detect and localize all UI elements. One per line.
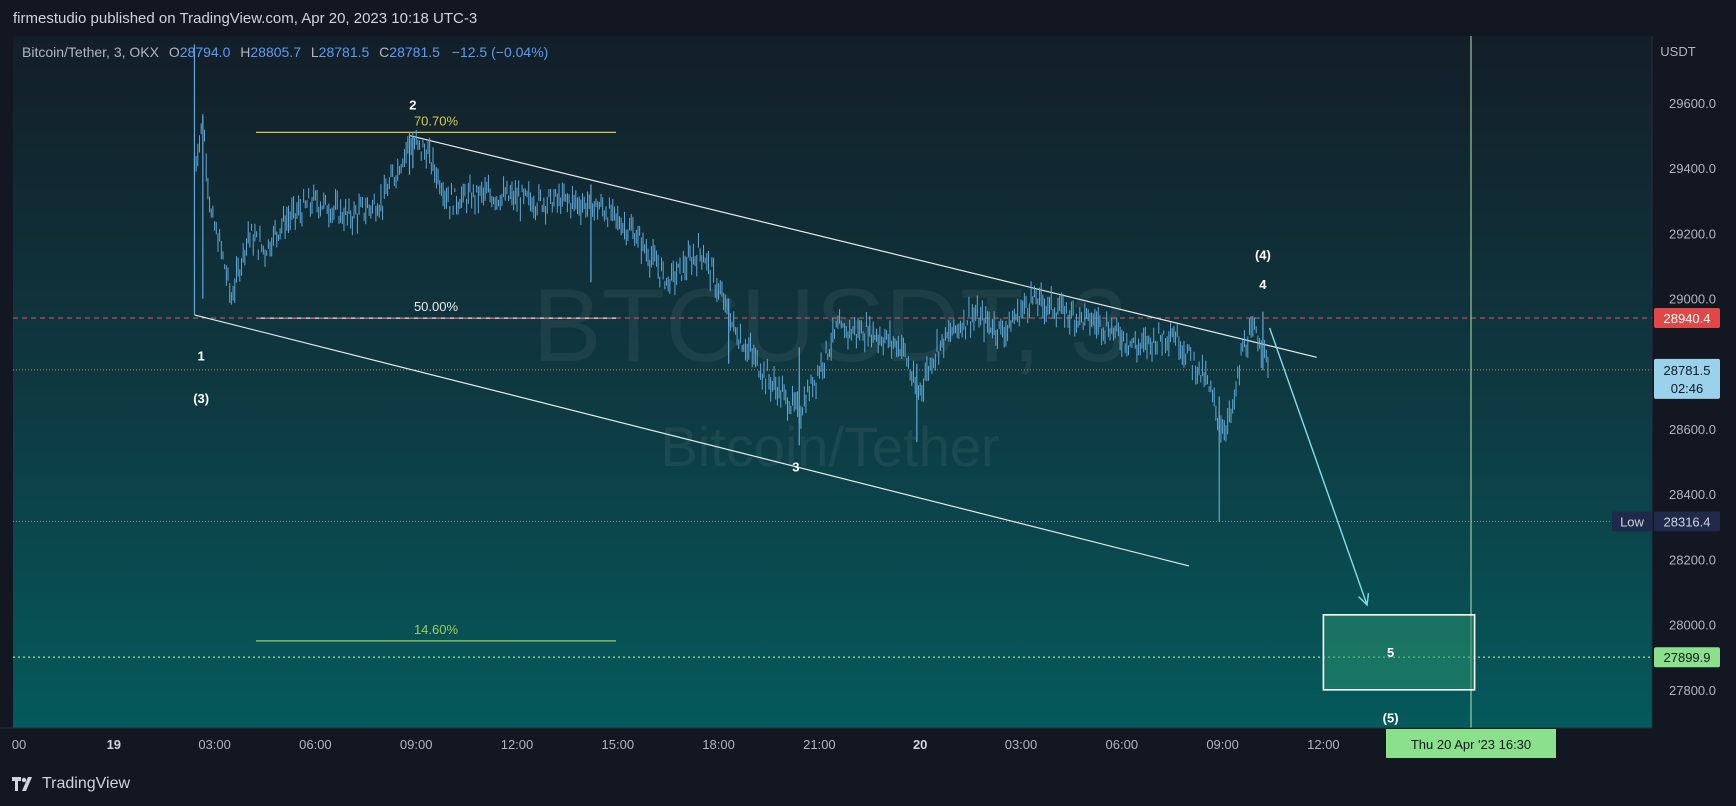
- wave-label: 5: [1387, 645, 1394, 660]
- wave-label: 2: [409, 98, 416, 113]
- level-price-badge-bg: [1654, 308, 1720, 329]
- publish-bar: firmestudio published on TradingView.com…: [0, 0, 1736, 36]
- current-price-badge: 28781.5: [1664, 363, 1711, 378]
- publish-text: firmestudio published on TradingView.com…: [13, 10, 478, 27]
- y-tick-label: 29400.0: [1669, 161, 1716, 176]
- x-tick-label: 06:00: [1106, 737, 1139, 752]
- channel-line: [194, 314, 1190, 567]
- target-price-badge-bg: [1654, 647, 1720, 668]
- y-tick-label: 28200.0: [1669, 552, 1716, 567]
- tradingview-logo-icon: [12, 777, 32, 791]
- x-tick-label: 12:00: [501, 737, 534, 752]
- tradingview-logo[interactable]: TradingView: [12, 774, 152, 796]
- legend-low: 28781.5: [318, 44, 370, 60]
- wave-label: (5): [1383, 710, 1399, 725]
- projection-arrow: [1268, 327, 1368, 606]
- crosshair-time-badge: Thu 20 Apr '23 16:30: [1411, 737, 1531, 752]
- target-zone-box: [1322, 614, 1476, 691]
- current-price-badge-bg: [1654, 358, 1720, 399]
- wave-label: 3: [792, 459, 799, 474]
- x-tick-label: 15:00: [602, 737, 635, 752]
- price-chart[interactable]: BTCUSDT, 3 Bitcoin/Tether 70.70% 50.00% 14.6…: [0, 36, 1736, 762]
- countdown-badge: 02:46: [1671, 381, 1704, 396]
- y-tick-label: 28600.0: [1669, 422, 1716, 437]
- price-bars: [193, 114, 1269, 443]
- low-label-bg: [1612, 511, 1652, 532]
- low-price-badge: 28316.4: [1664, 514, 1711, 529]
- projection-arrow-head: [1358, 593, 1370, 607]
- brand-name: TradingView: [42, 775, 131, 792]
- level-price-badge: 28940.4: [1664, 311, 1711, 326]
- x-tick-label: 09:00: [400, 737, 433, 752]
- legend-high: 28805.7: [250, 44, 301, 60]
- y-tick-label: 29600.0: [1669, 96, 1716, 111]
- legend-open: 28794.0: [179, 44, 231, 60]
- chart-plot-area: [13, 36, 1652, 728]
- x-tick-label: 03:00: [198, 737, 231, 752]
- low-price-badge-bg: [1654, 511, 1720, 532]
- channel-line: [409, 135, 1317, 358]
- x-tick-label: 21:00: [803, 737, 836, 752]
- legend-change: −12.5 (−0.04%): [451, 44, 549, 60]
- y-tick-label: 29000.0: [1669, 292, 1716, 307]
- fib-level-label: 50.00%: [414, 299, 459, 314]
- x-tick-label: 20: [913, 737, 927, 752]
- wave-label: (4): [1255, 247, 1271, 262]
- wave-label: 1: [198, 349, 205, 364]
- fib-level-label: 70.70%: [414, 113, 459, 128]
- x-tick-label: 06:00: [299, 737, 332, 752]
- fib-level-label: 14.60%: [414, 622, 459, 637]
- symbol-legend: Bitcoin/Tether, 3, OKX O28794.0 H28805.7…: [22, 44, 549, 60]
- x-tick-label: 12:00: [1307, 737, 1340, 752]
- target-price-badge: 27899.9: [1664, 650, 1711, 665]
- watermark-name: Bitcoin/Tether: [660, 415, 999, 478]
- x-tick-label: 19: [107, 737, 121, 752]
- wave-label: (3): [193, 391, 209, 406]
- y-tick-label: 27800.0: [1669, 683, 1716, 698]
- y-tick-label: 28000.0: [1669, 618, 1716, 633]
- x-tick-label: 18:00: [702, 737, 735, 752]
- footer-bar: TradingView: [0, 762, 1736, 806]
- crosshair-time-badge-bg: [1386, 729, 1556, 758]
- price-axis: [1652, 36, 1736, 762]
- x-tick-label: 00: [12, 737, 26, 752]
- wave-label: 4: [1259, 277, 1267, 292]
- legend-close: 28781.5: [389, 44, 440, 60]
- watermark-symbol: BTCUSDT, 3: [532, 268, 1127, 384]
- x-tick-label: 09:00: [1206, 737, 1239, 752]
- x-tick-label: 03:00: [1005, 737, 1038, 752]
- legend-symbol: Bitcoin/Tether, 3, OKX: [22, 44, 159, 60]
- y-tick-label: 29200.0: [1669, 226, 1716, 241]
- low-label: Low: [1620, 514, 1644, 529]
- axis-currency: USDT: [1660, 44, 1695, 59]
- y-tick-label: 28400.0: [1669, 487, 1716, 502]
